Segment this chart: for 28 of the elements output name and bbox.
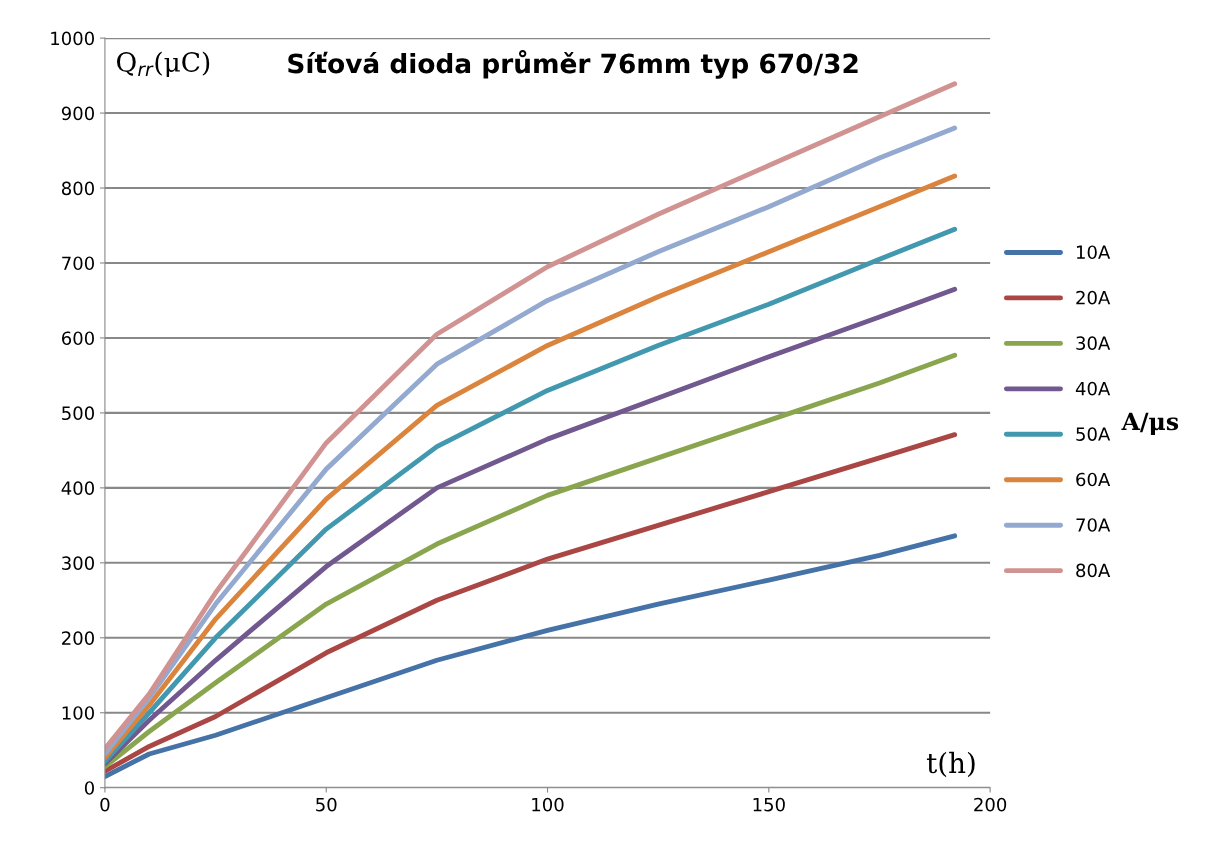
- legend-label: 70A: [1076, 518, 1111, 532]
- chart-title: Síťová dioda průměr 76mm typ 670/32: [288, 49, 858, 79]
- legend-label: 30A: [1076, 336, 1111, 350]
- y-tick-label: 500: [62, 406, 94, 421]
- y-tick-label: 700: [62, 256, 94, 271]
- y-tick-label: 100: [62, 706, 94, 720]
- x-tick-label: 0: [100, 797, 110, 812]
- y-tick-label: 200: [62, 631, 94, 645]
- y-tick-label: 900: [61, 106, 94, 121]
- x-tick-label: 200: [974, 797, 1007, 812]
- x-tick-label: 50: [316, 797, 337, 812]
- x-axis-title: t(h): [926, 751, 975, 778]
- x-tick-label: 150: [753, 797, 785, 812]
- x-tick-label: 100: [532, 797, 564, 812]
- y-tick-label: 400: [61, 481, 94, 495]
- legend-label: 40A: [1075, 381, 1111, 396]
- legend-label: 20A: [1076, 290, 1111, 305]
- y-tick-label: 0: [84, 781, 94, 795]
- legend-label: 80A: [1076, 563, 1111, 578]
- legend-title: A/μs: [1121, 412, 1179, 435]
- y-tick-label: 1000: [51, 31, 94, 46]
- legend-label: 10A: [1076, 245, 1111, 260]
- y-tick-label: 300: [62, 556, 94, 570]
- legend-label: 60A: [1076, 472, 1111, 487]
- legend-label: 50A: [1076, 427, 1111, 441]
- y-tick-label: 600: [62, 331, 94, 346]
- y-axis-title: Q$_{rr}$(μC): [117, 51, 210, 78]
- y-tick-label: 800: [61, 181, 94, 196]
